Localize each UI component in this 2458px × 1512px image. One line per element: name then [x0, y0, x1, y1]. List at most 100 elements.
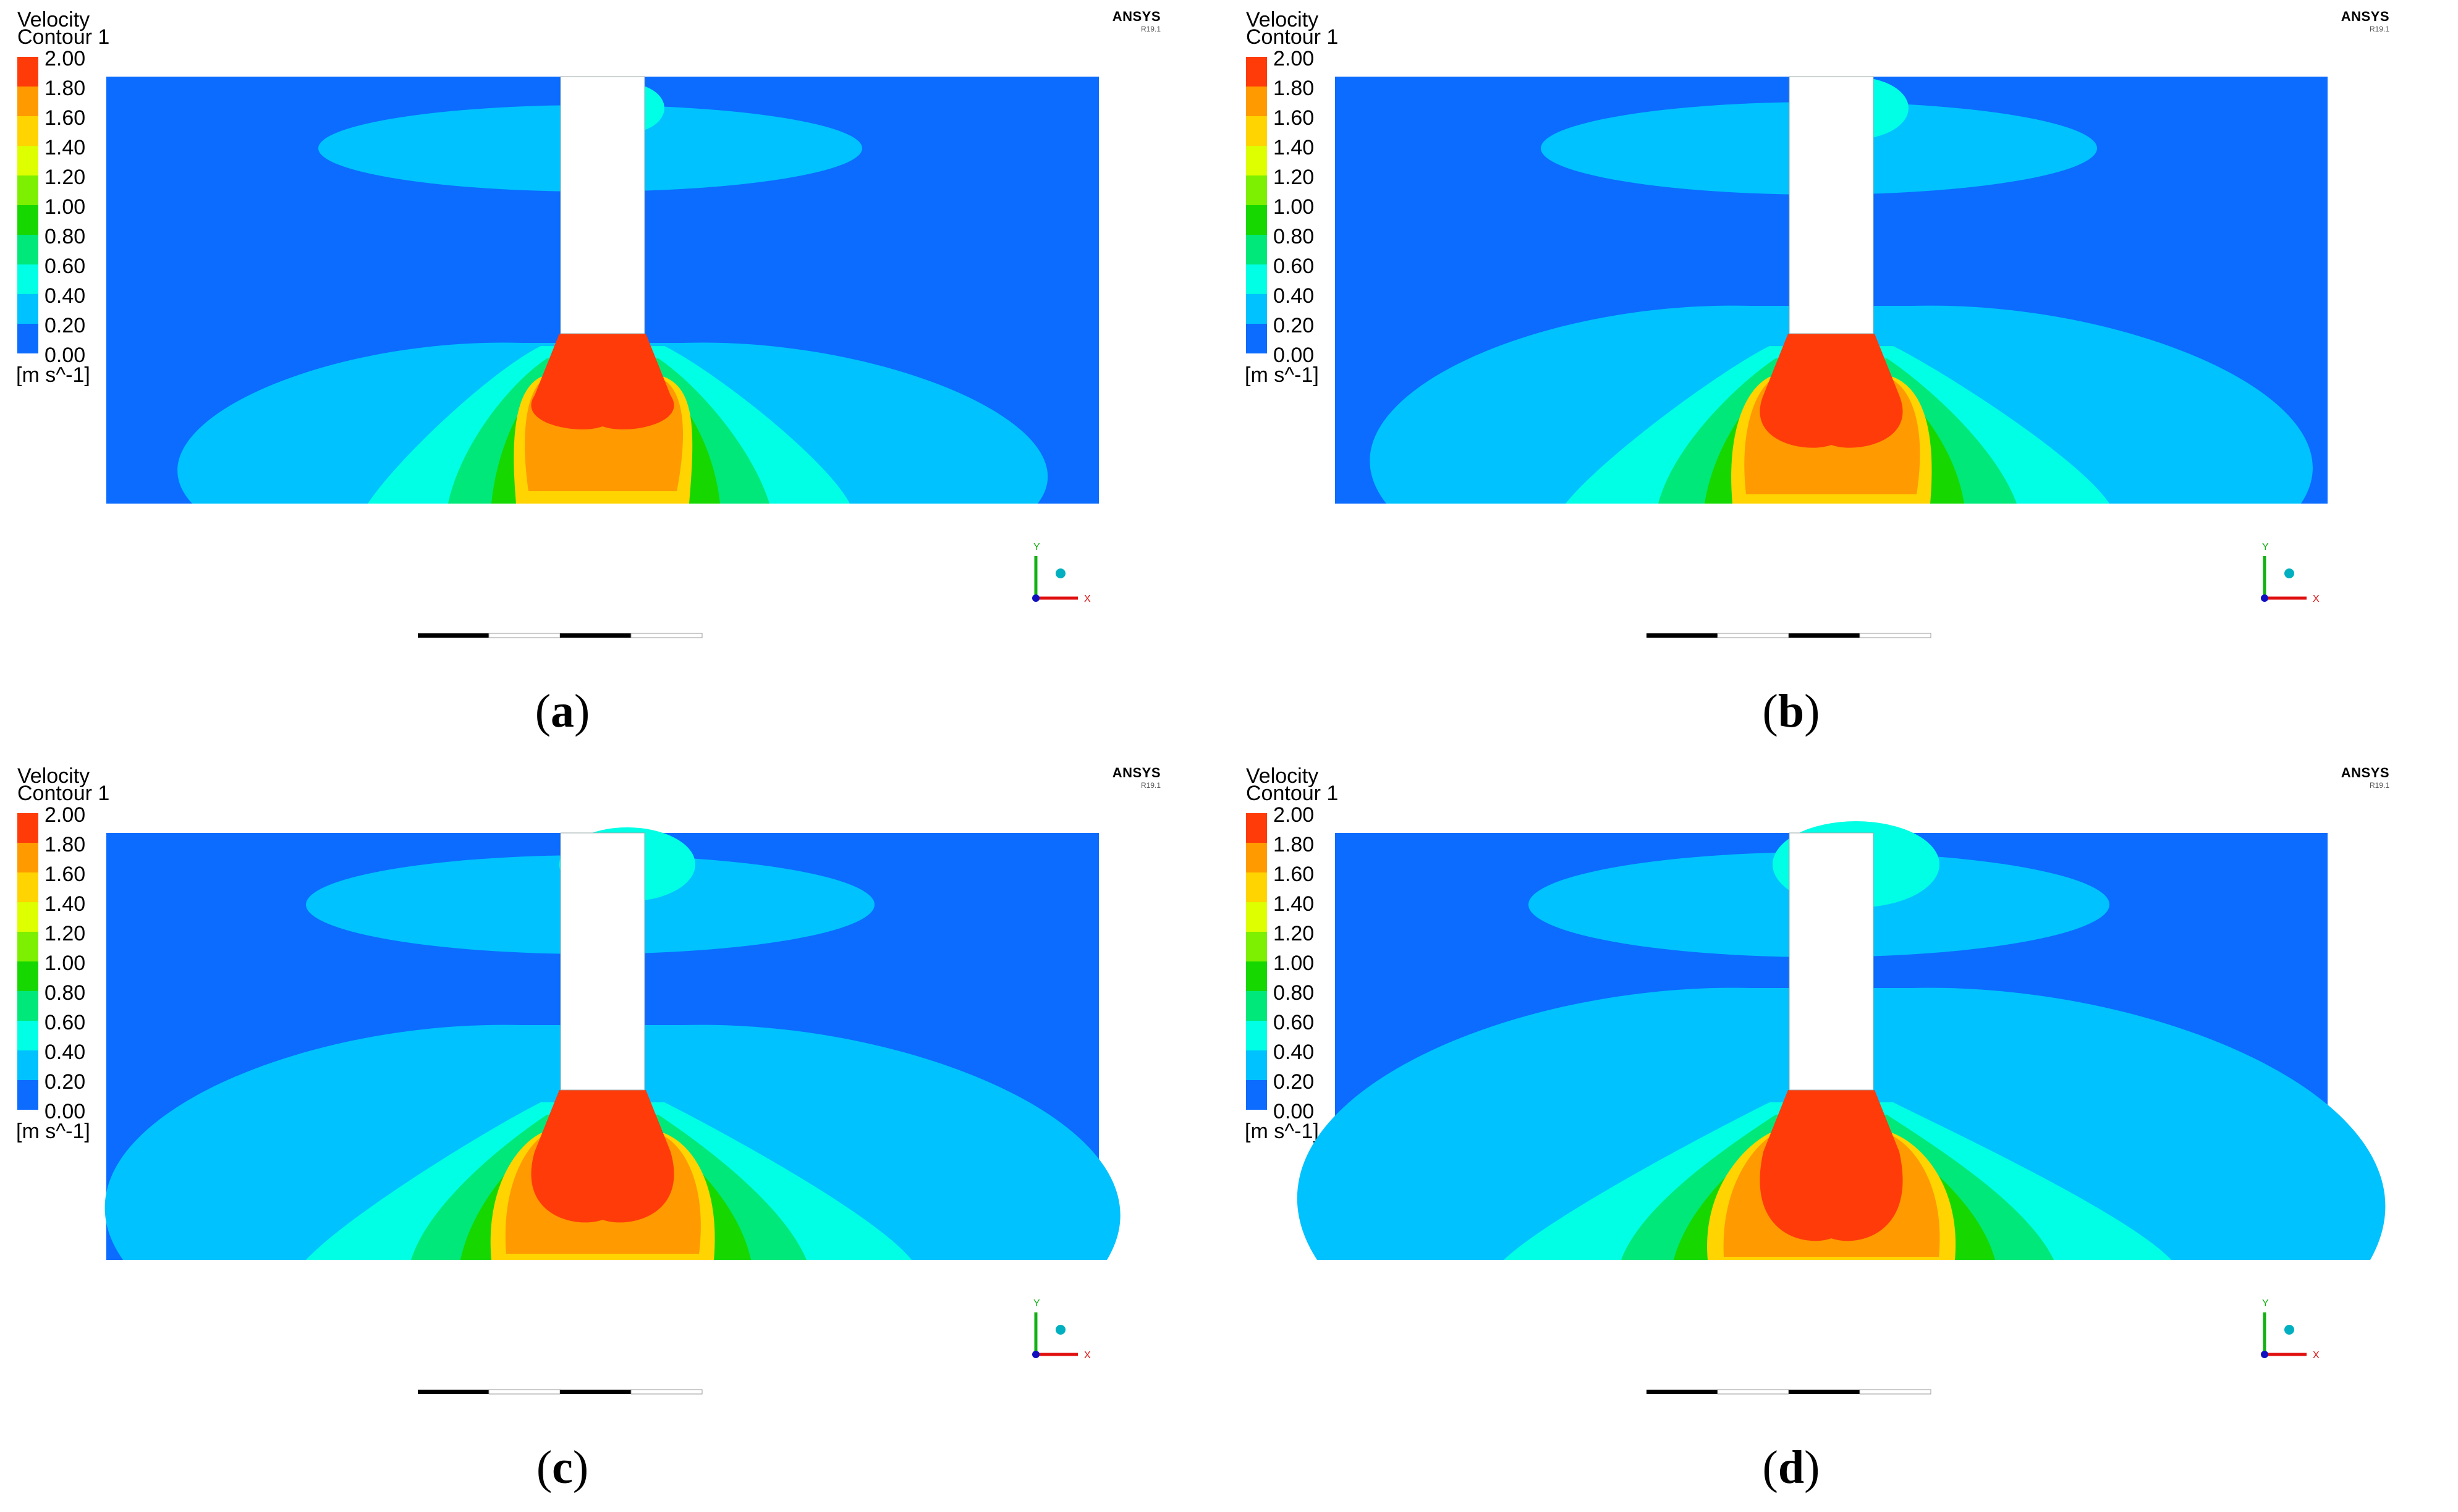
panel-caption-letter: c: [552, 1442, 573, 1493]
legend-unit: [m s^-1]: [1245, 1120, 1319, 1143]
legend-tick-label: 0.60: [1273, 1011, 1315, 1034]
legend-title-line2: Contour 1: [1246, 25, 1339, 49]
legend-title-line2: Contour 1: [17, 25, 110, 49]
legend-tick-label: 2.00: [44, 803, 86, 827]
brand-name: ANSYS: [1112, 765, 1161, 780]
legend-tick-label: 2.00: [44, 47, 86, 70]
scale-bar-segment: [1717, 1389, 1789, 1395]
color-legend-bar: [17, 813, 38, 1110]
legend-tick-label: 2.00: [1273, 803, 1315, 827]
panel-caption: (a): [535, 685, 590, 737]
ansys-brand: ANSYS R19.1: [2341, 9, 2389, 33]
color-legend-swatch: [1246, 205, 1267, 235]
legend-tick-label: 1.00: [44, 195, 86, 219]
view-sphere: [2284, 1325, 2294, 1335]
z-axis-dot: [2261, 594, 2268, 602]
legend-title-line2: Contour 1: [17, 782, 110, 805]
legend-tick-label: 0.40: [44, 1041, 86, 1064]
legend-title: Velocity Contour 1: [1246, 9, 1339, 49]
ansys-brand: ANSYS R19.1: [1112, 765, 1161, 790]
scale-bar-segment: [1646, 1390, 1718, 1394]
y-axis-label: Y: [1033, 542, 1040, 552]
nozzle-body: [560, 832, 645, 1091]
legend-unit: [m s^-1]: [1245, 363, 1319, 387]
legend-tick-label: 2.00: [1273, 47, 1315, 70]
color-legend-swatch: [17, 1080, 38, 1110]
color-legend-swatch: [17, 1021, 38, 1050]
legend-tick-label: 0.60: [1273, 255, 1315, 278]
legend-tick-label: 1.80: [44, 833, 86, 856]
legend-title: Velocity Contour 1: [17, 9, 110, 49]
color-legend-swatch: [1246, 146, 1267, 175]
nozzle-body: [1789, 832, 1874, 1091]
legend-tick-label: 1.20: [1273, 922, 1315, 945]
contour-panel-a: Velocity Contour 1 2.00 1.80 1.60 1.40 1.20 1.0…: [0, 0, 1229, 756]
brand-version: R19.1: [1140, 25, 1161, 33]
legend-title-line2: Contour 1: [1246, 782, 1339, 805]
color-legend-swatch: [17, 205, 38, 235]
axis-triad: YX: [1032, 542, 1091, 604]
axis-triad: YX: [2261, 542, 2320, 604]
color-legend-swatch: [17, 294, 38, 324]
color-legend-swatch: [1246, 116, 1267, 146]
brand-name: ANSYS: [2341, 765, 2389, 780]
legend-tick-label: 1.60: [44, 106, 86, 130]
color-legend-swatch: [1246, 932, 1267, 961]
velocity-contour-plot: YX: [1335, 76, 2328, 638]
scale-bar-segment: [418, 1390, 489, 1394]
color-legend-swatch: [17, 932, 38, 961]
scale-bar-segment: [630, 633, 703, 638]
color-legend-swatch: [1246, 1050, 1267, 1080]
jet-core-red: [531, 334, 674, 429]
legend-tick-label: 1.00: [44, 952, 86, 975]
color-legend-bar: [1246, 813, 1267, 1110]
brand-name: ANSYS: [2341, 9, 2389, 24]
brand-name: ANSYS: [1112, 9, 1161, 24]
color-legend-swatch: [1246, 902, 1267, 932]
legend-tick-label: 0.80: [1273, 981, 1315, 1005]
legend-title: Velocity Contour 1: [17, 766, 110, 805]
color-legend-swatch: [1246, 843, 1267, 872]
legend-title: Velocity Contour 1: [1246, 764, 1339, 805]
scale-bar-segment: [630, 1389, 703, 1395]
legend-tick-label: 0.00: [1273, 1100, 1315, 1123]
ansys-brand: ANSYS R19.1: [2341, 765, 2389, 790]
contour-panel-b: Velocity Contour 1 2.00 1.80 1.60 1.40 1.20 1.0…: [1229, 0, 2457, 756]
color-legend-swatch: [1246, 872, 1267, 902]
color-legend-swatch: [17, 235, 38, 264]
legend-tick-label: 1.60: [1273, 863, 1315, 886]
legend-tick-label: 1.20: [44, 922, 86, 945]
legend-tick-label: 0.20: [44, 314, 86, 337]
color-legend-swatch: [1246, 264, 1267, 294]
x-axis-label: X: [2313, 1350, 2320, 1361]
color-legend-swatch: [1246, 87, 1267, 116]
panel-caption-letter: a: [551, 685, 574, 737]
velocity-contour-plot: YX: [106, 76, 1099, 638]
color-legend-swatch: [1246, 1021, 1267, 1050]
color-legend-swatch: [1246, 961, 1267, 991]
color-legend-swatch: [17, 116, 38, 146]
panel-caption: (d): [1762, 1442, 1820, 1493]
panel-caption-letter: b: [1778, 685, 1805, 737]
scale-bar-segment: [1859, 633, 1931, 638]
brand-version: R19.1: [2369, 25, 2389, 33]
legend-title-line1: Velocity: [1246, 764, 1319, 788]
contour-panel-c: Velocity Contour 1 2.00 1.80 1.60 1.40 1.20 1.0…: [0, 756, 1229, 1512]
axis-triad: YX: [1032, 1298, 1091, 1361]
scale-bar-segment: [1717, 633, 1789, 638]
legend-tick-label: 0.60: [44, 1011, 86, 1034]
color-legend-swatch: [17, 961, 38, 991]
color-legend-swatch: [1246, 324, 1267, 353]
legend-tick-label: 0.20: [1273, 314, 1315, 337]
scale-bar: [1646, 633, 1931, 638]
x-axis-label: X: [1084, 1350, 1091, 1361]
legend-tick-label: 0.40: [1273, 284, 1315, 308]
legend-tick-label: 0.20: [44, 1070, 86, 1094]
legend-tick-label: 1.20: [1273, 166, 1315, 189]
legend-tick-label: 0.20: [1273, 1070, 1315, 1094]
legend-tick-label: 0.80: [1273, 225, 1315, 248]
view-sphere: [2284, 568, 2294, 578]
scale-bar: [1646, 1389, 1931, 1395]
color-legend-swatch: [17, 843, 38, 872]
color-legend-swatch: [1246, 813, 1267, 843]
